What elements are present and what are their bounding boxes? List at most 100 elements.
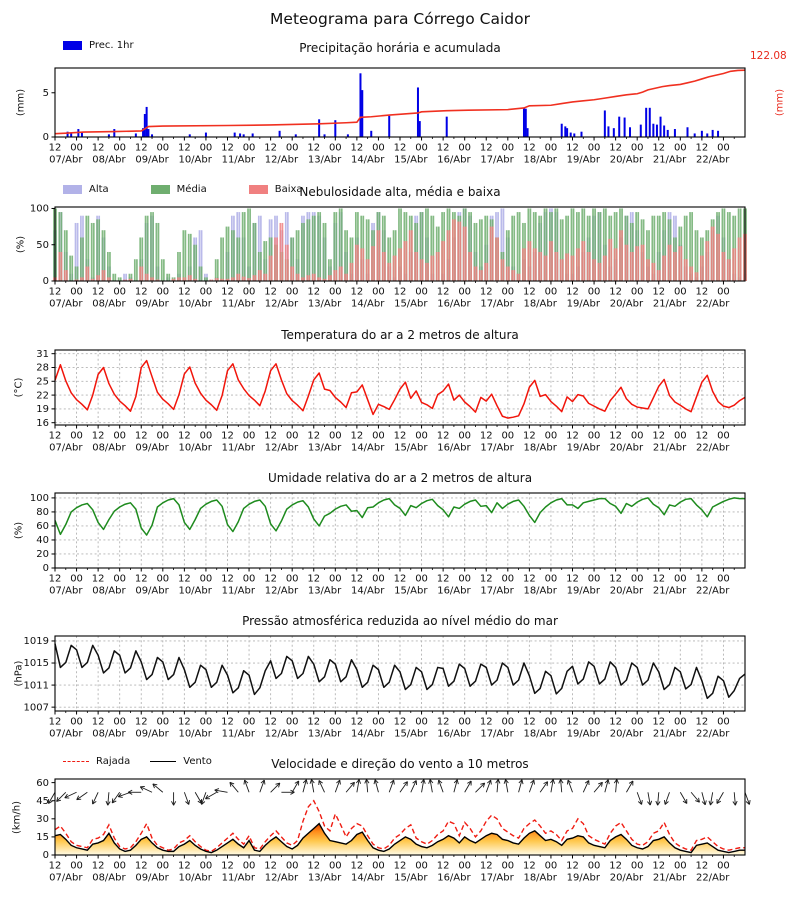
svg-text:12: 12 (307, 574, 320, 585)
svg-text:00: 00 (631, 574, 644, 585)
svg-text:12: 12 (696, 143, 709, 154)
svg-text:19/Abr: 19/Abr (567, 729, 601, 740)
svg-text:12: 12 (351, 574, 364, 585)
svg-text:12: 12 (351, 431, 364, 442)
svg-text:20/Abr: 20/Abr (610, 586, 644, 597)
svg-text:10/Abr: 10/Abr (178, 586, 212, 597)
svg-text:00: 00 (372, 861, 385, 872)
svg-text:0: 0 (43, 132, 49, 143)
svg-text:00: 00 (329, 861, 342, 872)
svg-text:12: 12 (307, 143, 320, 154)
svg-text:12: 12 (609, 717, 622, 728)
svg-text:12: 12 (523, 861, 536, 872)
svg-text:10/Abr: 10/Abr (178, 155, 212, 166)
svg-text:00: 00 (501, 431, 514, 442)
svg-text:18/Abr: 18/Abr (523, 729, 557, 740)
svg-text:09/Abr: 09/Abr (135, 729, 169, 740)
svg-text:12: 12 (49, 431, 62, 442)
svg-text:00: 00 (674, 143, 687, 154)
svg-text:00: 00 (415, 574, 428, 585)
svg-text:08/Abr: 08/Abr (92, 443, 126, 454)
svg-text:07/Abr: 07/Abr (49, 299, 83, 310)
svg-text:20/Abr: 20/Abr (610, 729, 644, 740)
svg-text:12: 12 (523, 143, 536, 154)
svg-text:12: 12 (178, 143, 191, 154)
svg-text:14/Abr: 14/Abr (351, 729, 385, 740)
svg-text:12: 12 (351, 143, 364, 154)
svg-text:00: 00 (286, 717, 299, 728)
svg-text:00: 00 (501, 574, 514, 585)
svg-text:07/Abr: 07/Abr (49, 586, 83, 597)
svg-text:00: 00 (588, 717, 601, 728)
svg-text:22/Abr: 22/Abr (696, 443, 730, 454)
svg-text:15/Abr: 15/Abr (394, 729, 428, 740)
svg-text:12: 12 (307, 717, 320, 728)
svg-text:07/Abr: 07/Abr (49, 873, 83, 884)
alta-swatch-icon (63, 185, 82, 194)
svg-text:12/Abr: 12/Abr (265, 443, 299, 454)
legend-label-prec1hr: Prec. 1hr (89, 40, 134, 51)
svg-text:16/Abr: 16/Abr (437, 443, 471, 454)
svg-text:12: 12 (437, 143, 450, 154)
chart-title-humidity: Umidade relativa do ar a 2 metros de alt… (267, 471, 533, 485)
svg-text:00: 00 (415, 287, 428, 298)
svg-text:5: 5 (43, 88, 49, 99)
svg-text:12: 12 (394, 287, 407, 298)
svg-text:12: 12 (523, 431, 536, 442)
svg-text:12: 12 (652, 431, 665, 442)
svg-text:12: 12 (566, 861, 579, 872)
svg-text:12: 12 (566, 287, 579, 298)
svg-text:12: 12 (609, 431, 622, 442)
svg-text:18/Abr: 18/Abr (523, 155, 557, 166)
svg-text:12: 12 (135, 143, 148, 154)
svg-text:0: 0 (43, 563, 49, 574)
svg-text:00: 00 (458, 574, 471, 585)
wind-plot: 12 00 12 00 12 00 12 00 12 00 12 00 12 00 12 00 12 00 12 00… (36, 778, 751, 884)
svg-text:21/Abr: 21/Abr (653, 443, 687, 454)
legend-label-rajada: Rajada (96, 756, 131, 767)
svg-text:00: 00 (372, 574, 385, 585)
svg-text:12/Abr: 12/Abr (265, 299, 299, 310)
svg-text:12: 12 (566, 717, 579, 728)
svg-text:00: 00 (674, 574, 687, 585)
svg-text:00: 00 (243, 574, 256, 585)
svg-text:60: 60 (36, 778, 49, 789)
svg-text:12: 12 (221, 717, 234, 728)
pressure-plot: 12 00 12 00 12 00 12 00 12 00 12 00 12 00 12 00 12 00 12 00… (24, 635, 746, 740)
svg-text:12: 12 (264, 431, 277, 442)
svg-text:12: 12 (351, 287, 364, 298)
svg-text:12: 12 (437, 431, 450, 442)
svg-text:21/Abr: 21/Abr (653, 299, 687, 310)
svg-text:00: 00 (717, 717, 730, 728)
svg-text:00: 00 (70, 861, 83, 872)
svg-text:12: 12 (480, 431, 493, 442)
chart-title-temperature: Temperatura do ar a 2 metros de altura (281, 328, 519, 342)
svg-text:07/Abr: 07/Abr (49, 729, 83, 740)
svg-text:12: 12 (480, 717, 493, 728)
svg-text:08/Abr: 08/Abr (92, 299, 126, 310)
svg-text:00: 00 (674, 431, 687, 442)
svg-text:12: 12 (49, 861, 62, 872)
svg-text:14/Abr: 14/Abr (351, 873, 385, 884)
svg-text:00: 00 (674, 287, 687, 298)
svg-text:00: 00 (545, 717, 558, 728)
svg-text:00: 00 (458, 287, 471, 298)
svg-text:12: 12 (307, 287, 320, 298)
svg-text:00: 00 (717, 431, 730, 442)
baixa-swatch-icon (248, 185, 268, 194)
precipitation-plot: 12 00 12 00 12 00 12 00 12 00 12 00 12 00 12 00 12 00 12 00… (43, 67, 746, 166)
svg-text:00: 00 (631, 287, 644, 298)
legend-item-prec1hr: Prec. 1hr (63, 40, 134, 51)
svg-text:12: 12 (264, 861, 277, 872)
svg-text:12: 12 (221, 143, 234, 154)
vento-solid-line-icon (150, 761, 177, 762)
svg-text:00: 00 (717, 287, 730, 298)
svg-text:20/Abr: 20/Abr (610, 443, 644, 454)
svg-text:00: 00 (286, 574, 299, 585)
chart-title-precipitation: Precipitação horária e acumulada (299, 41, 501, 55)
svg-text:12: 12 (351, 861, 364, 872)
svg-text:22/Abr: 22/Abr (696, 155, 730, 166)
svg-text:12: 12 (696, 431, 709, 442)
svg-text:00: 00 (372, 143, 385, 154)
prec-1hr-swatch-icon (63, 41, 82, 50)
